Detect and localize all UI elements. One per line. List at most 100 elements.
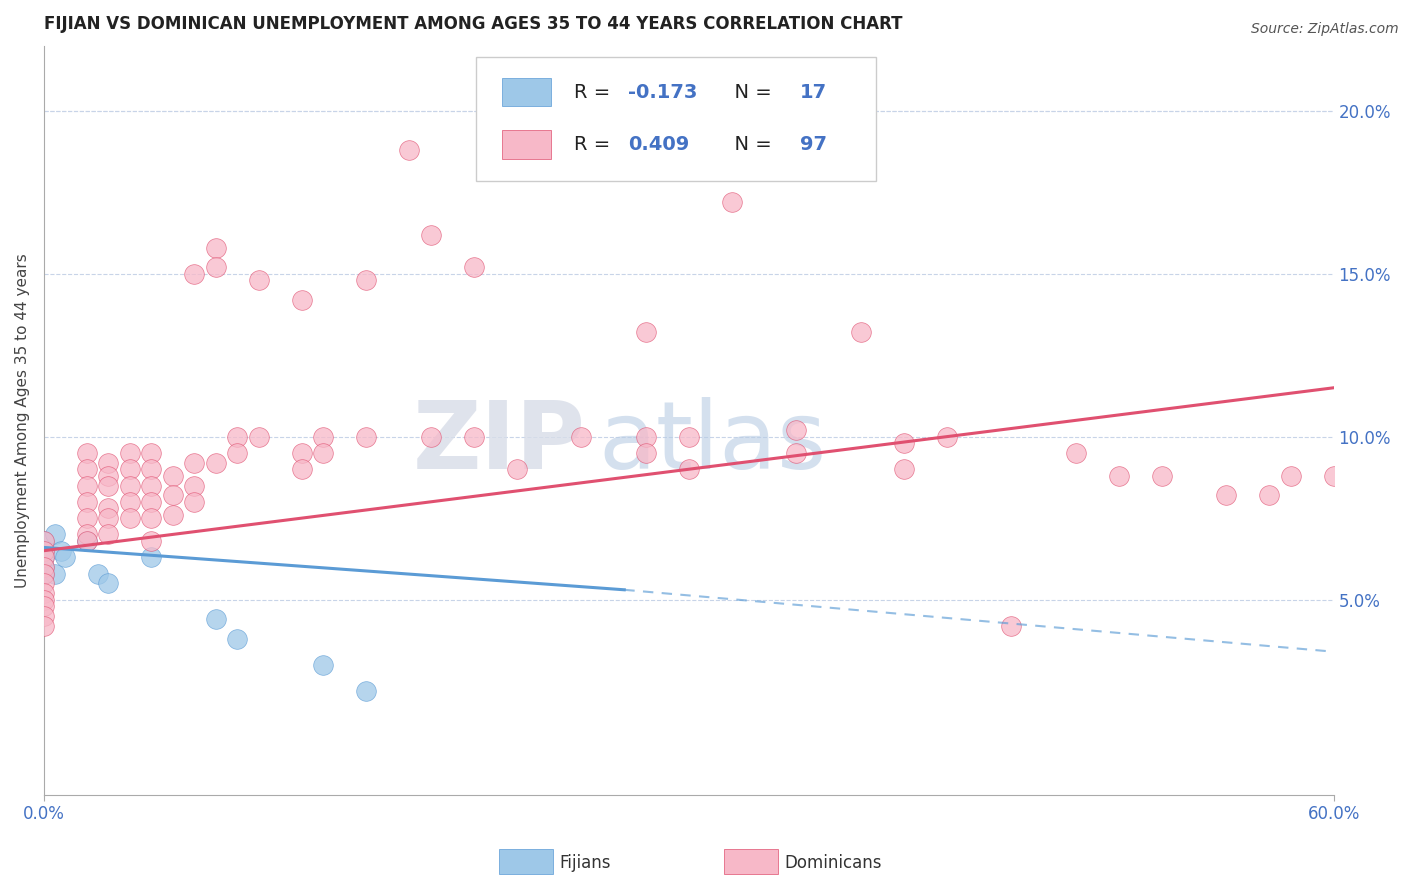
Point: [205, 456, 228, 470]
Point: [76, 533, 98, 548]
Point: [1258, 488, 1281, 502]
Text: 17: 17: [800, 83, 827, 102]
Point: [32, 566, 55, 581]
Point: [76, 462, 98, 476]
Point: [1064, 446, 1087, 460]
Point: [634, 430, 657, 444]
Point: [32, 550, 55, 565]
Point: [141, 495, 163, 509]
FancyBboxPatch shape: [502, 130, 551, 159]
Point: [118, 446, 141, 460]
Point: [183, 478, 205, 492]
Point: [32, 566, 55, 581]
Point: [312, 446, 335, 460]
Point: [205, 260, 228, 275]
Point: [935, 430, 957, 444]
Point: [32, 543, 55, 558]
Text: Dominicans: Dominicans: [785, 854, 882, 871]
Point: [183, 456, 205, 470]
Point: [183, 267, 205, 281]
Point: [76, 446, 98, 460]
Y-axis label: Unemployment Among Ages 35 to 44 years: Unemployment Among Ages 35 to 44 years: [15, 253, 30, 588]
Text: N =: N =: [723, 83, 779, 102]
Point: [76, 478, 98, 492]
Point: [398, 143, 420, 157]
Point: [49, 543, 72, 558]
Point: [678, 430, 700, 444]
Point: [32, 560, 55, 574]
FancyBboxPatch shape: [477, 57, 876, 180]
Point: [226, 446, 249, 460]
Text: Source: ZipAtlas.com: Source: ZipAtlas.com: [1251, 22, 1399, 37]
Point: [785, 446, 807, 460]
FancyBboxPatch shape: [502, 78, 551, 106]
Point: [1000, 618, 1022, 632]
Point: [76, 511, 98, 525]
Text: 0.409: 0.409: [628, 135, 689, 154]
Point: [32, 533, 55, 548]
Point: [32, 618, 55, 632]
Point: [205, 612, 228, 626]
Point: [141, 446, 163, 460]
Point: [97, 576, 120, 591]
Text: R =: R =: [574, 135, 616, 154]
Point: [1108, 468, 1130, 483]
Point: [32, 608, 55, 623]
Point: [97, 527, 120, 541]
Point: [118, 462, 141, 476]
Point: [1323, 468, 1346, 483]
Point: [97, 456, 120, 470]
Point: [419, 430, 441, 444]
Text: Fijians: Fijians: [560, 854, 612, 871]
Point: [506, 462, 529, 476]
Point: [226, 430, 249, 444]
Point: [419, 227, 441, 242]
Point: [893, 436, 915, 450]
Text: ZIP: ZIP: [413, 397, 585, 489]
Point: [849, 326, 872, 340]
Text: 97: 97: [800, 135, 827, 154]
Point: [97, 478, 120, 492]
Point: [118, 495, 141, 509]
Point: [312, 657, 335, 672]
Point: [76, 527, 98, 541]
Text: FIJIAN VS DOMINICAN UNEMPLOYMENT AMONG AGES 35 TO 44 YEARS CORRELATION CHART: FIJIAN VS DOMINICAN UNEMPLOYMENT AMONG A…: [44, 15, 903, 33]
Text: -0.173: -0.173: [628, 83, 697, 102]
Point: [569, 430, 592, 444]
Point: [183, 495, 205, 509]
Point: [141, 478, 163, 492]
Text: N =: N =: [723, 135, 779, 154]
Point: [97, 501, 120, 516]
Point: [141, 533, 163, 548]
Point: [76, 533, 98, 548]
Point: [162, 508, 184, 522]
Point: [97, 468, 120, 483]
Point: [86, 566, 108, 581]
Point: [32, 599, 55, 613]
Point: [55, 550, 77, 565]
Point: [32, 576, 55, 591]
Point: [44, 566, 66, 581]
Point: [312, 430, 335, 444]
Text: R =: R =: [574, 83, 616, 102]
Text: atlas: atlas: [599, 397, 827, 489]
Point: [634, 446, 657, 460]
Point: [97, 511, 120, 525]
Point: [141, 511, 163, 525]
Point: [1279, 468, 1302, 483]
Point: [32, 560, 55, 574]
Point: [162, 468, 184, 483]
Point: [356, 273, 378, 287]
Point: [634, 326, 657, 340]
Point: [226, 632, 249, 646]
Point: [32, 533, 55, 548]
Point: [291, 293, 314, 307]
Point: [247, 273, 270, 287]
Point: [76, 495, 98, 509]
Point: [356, 683, 378, 698]
Point: [247, 430, 270, 444]
Point: [141, 550, 163, 565]
Point: [1150, 468, 1173, 483]
Point: [32, 592, 55, 607]
Point: [141, 462, 163, 476]
